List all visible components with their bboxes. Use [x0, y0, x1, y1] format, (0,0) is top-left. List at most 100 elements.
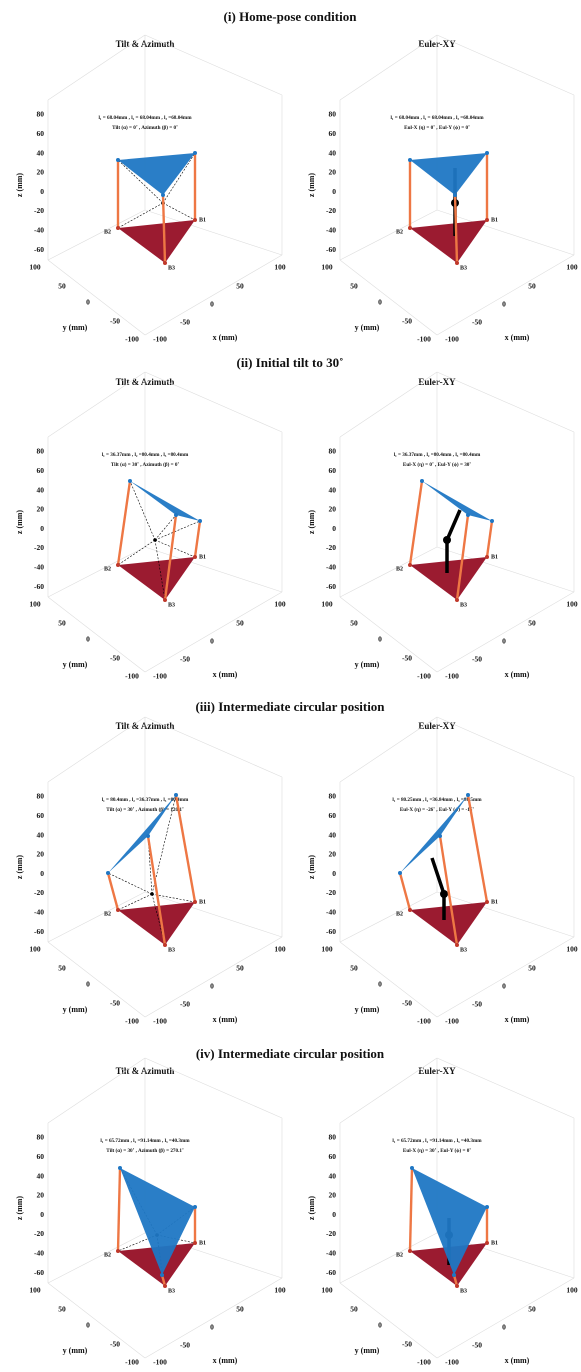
annotation: l₁ = 36.37mm , l₂ =80.4mm , l₃ =80.4mm — [102, 452, 189, 458]
vertex — [106, 871, 110, 875]
z-tick-label: 0 — [40, 1210, 44, 1219]
vertex-label: B2 — [104, 229, 111, 235]
x-tick-label: 100 — [274, 945, 286, 954]
vertex — [466, 513, 470, 517]
z-tick-label: -40 — [34, 226, 44, 235]
z-tick-label: 80 — [37, 110, 45, 119]
dashed-link — [117, 893, 153, 911]
y-tick-label: -50 — [402, 999, 412, 1008]
z-tick-label: -60 — [34, 1268, 44, 1277]
dashed-link — [107, 872, 153, 895]
z-tick-label: 40 — [329, 485, 337, 494]
vertex — [453, 193, 457, 197]
x-axis-label: x (mm) — [505, 1356, 530, 1365]
actuator-leg — [408, 1167, 414, 1252]
actuator-leg — [455, 514, 470, 601]
x-tick-label: 100 — [274, 600, 286, 609]
z-tick-label: -20 — [326, 1229, 336, 1238]
annotation: Tilt (α) = 30˚ , Azimuth (β) = 270.1˚ — [106, 1147, 184, 1154]
top-platform — [130, 481, 200, 521]
vertex — [163, 943, 167, 947]
vertex-label: B3 — [460, 1288, 467, 1294]
vertex — [116, 158, 120, 162]
dashed-link — [147, 835, 153, 895]
x-tick-label: 100 — [566, 263, 578, 272]
x-tick-label: -100 — [153, 1358, 167, 1367]
z-axis-label: z (mm) — [307, 510, 316, 535]
x-axis-label: x (mm) — [505, 670, 530, 679]
y-tick-label: 100 — [321, 1286, 333, 1295]
vertex — [146, 834, 150, 838]
axis-box — [436, 891, 575, 938]
z-tick-label: 60 — [37, 129, 45, 138]
dashed-link — [151, 893, 196, 903]
x-tick-label: -100 — [445, 672, 459, 681]
panel: Tilt & Azimuth806040200-20-40-60100500-5… — [15, 1057, 286, 1367]
x-tick-label: -100 — [153, 672, 167, 681]
axis-box — [47, 371, 146, 438]
y-tick-label: 100 — [321, 263, 333, 272]
z-tick-label: 20 — [329, 168, 337, 177]
base-platform — [118, 1243, 195, 1286]
axis-box — [144, 371, 283, 433]
dashed-link — [154, 520, 201, 541]
top-platform — [422, 481, 492, 521]
center-joint — [440, 890, 448, 898]
axis-box — [47, 941, 146, 1018]
panel: Euler-XY806040200-20-40-60100500-50-100-… — [307, 34, 578, 344]
x-tick-label: 100 — [274, 1286, 286, 1295]
z-axis-label: z (mm) — [307, 855, 316, 880]
axis-box — [47, 596, 146, 673]
annotation: Tilt (α) = 0˚ , Azimuth (β) = 0˚ — [112, 124, 178, 131]
axis-box — [144, 591, 283, 673]
z-tick-label: 20 — [37, 168, 45, 177]
x-tick-label: 100 — [566, 600, 578, 609]
z-tick-label: 40 — [37, 148, 45, 157]
vertex-label: B2 — [104, 911, 111, 917]
y-axis-label: y (mm) — [63, 1346, 88, 1355]
vertex — [420, 479, 424, 483]
vertex — [485, 1205, 489, 1209]
y-tick-label: -100 — [417, 672, 431, 681]
axis-box — [144, 891, 283, 938]
vertex — [408, 1249, 412, 1253]
z-tick-label: -20 — [34, 888, 44, 897]
x-tick-label: -50 — [180, 318, 190, 327]
axis-box — [47, 1057, 146, 1124]
x-tick-label: -100 — [153, 1017, 167, 1026]
vertex — [408, 226, 412, 230]
x-axis-label: x (mm) — [505, 1015, 530, 1024]
y-tick-label: 50 — [58, 282, 66, 291]
y-tick-label: 50 — [350, 1305, 358, 1314]
annotation: Eul-X (η) = -26˚ , Eul-Y (ϕ) = -15˚ — [400, 806, 475, 813]
actuator-leg — [146, 835, 167, 946]
dashed-link — [151, 794, 177, 895]
center-joint — [443, 536, 451, 544]
x-tick-label: 0 — [210, 637, 214, 646]
vertex — [193, 1241, 197, 1245]
annotation: Tilt (α) = 30˚ , Azimuth (β) = 120.1˚ — [106, 806, 184, 813]
annotation: Eul-X (η) = 0˚ , Eul-Y (ϕ) = 0˚ — [404, 124, 470, 131]
z-tick-label: 40 — [329, 148, 337, 157]
y-tick-label: 100 — [29, 263, 41, 272]
z-tick-label: 80 — [37, 792, 45, 801]
actuator-leg — [116, 1167, 122, 1252]
panel: Euler-XY806040200-20-40-60100500-50-100-… — [307, 1057, 578, 1367]
z-tick-label: -60 — [326, 245, 336, 254]
top-platform — [410, 153, 487, 195]
axis-box — [339, 1232, 438, 1284]
z-tick-label: 60 — [329, 811, 337, 820]
axis-box — [339, 34, 438, 101]
panel: Tilt & Azimuth806040200-20-40-60100500-5… — [15, 34, 286, 344]
y-axis-label: y (mm) — [355, 323, 380, 332]
y-tick-label: 100 — [321, 600, 333, 609]
axis-box — [436, 371, 575, 433]
y-tick-label: -100 — [417, 1017, 431, 1026]
vertex-label: B2 — [396, 1252, 403, 1258]
dashed-link — [117, 539, 156, 566]
vertex — [410, 1166, 414, 1170]
axis-box — [436, 716, 575, 778]
actuator-leg — [453, 194, 459, 264]
vertex — [485, 218, 489, 222]
x-axis-label: x (mm) — [213, 1015, 238, 1024]
